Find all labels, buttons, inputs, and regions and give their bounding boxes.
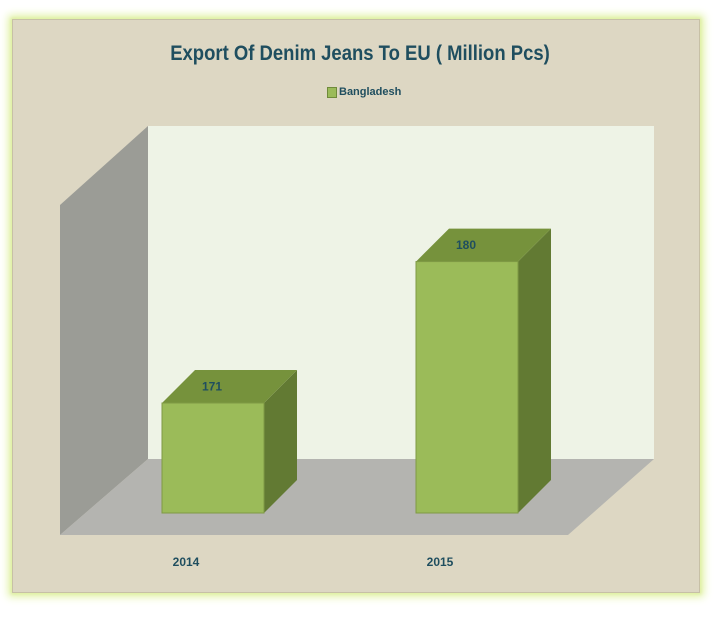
- legend-swatch-bangladesh: [327, 86, 337, 98]
- legend: Bangladesh: [327, 84, 401, 100]
- data-label-2014: 171: [202, 380, 222, 394]
- chart-title: Export Of Denim Jeans To EU ( Million Pc…: [170, 42, 550, 65]
- bar-2015-front: [415, 261, 519, 514]
- bar-2015-top: [416, 228, 551, 262]
- bar-2014-front: [161, 402, 265, 514]
- data-label-2015: 180: [456, 238, 476, 252]
- bars: 171 180: [161, 228, 551, 514]
- legend-label-bangladesh: Bangladesh: [339, 86, 402, 98]
- x-tick-label-2014: 2014: [173, 555, 200, 569]
- side-wall: [60, 126, 148, 535]
- floor: [60, 459, 654, 535]
- bar-2014-top: [162, 370, 297, 403]
- bar-2015-side: [518, 228, 551, 514]
- bar-2014: 171: [161, 370, 297, 514]
- x-tick-label-2015: 2015: [427, 555, 454, 569]
- bar-2014-side: [264, 370, 297, 513]
- bar-2015: 180: [415, 228, 551, 514]
